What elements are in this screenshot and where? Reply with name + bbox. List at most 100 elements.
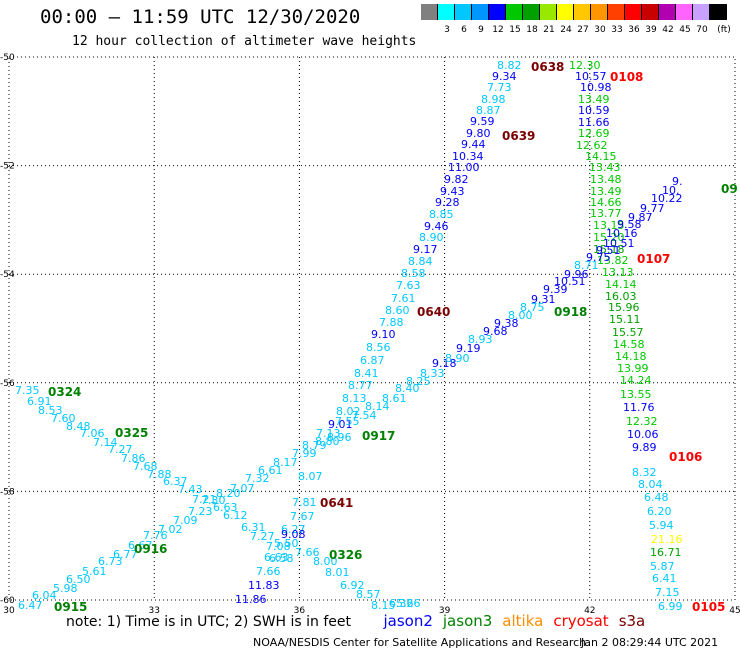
wave-height-label: 6.20 xyxy=(647,505,672,518)
wave-height-label: 8.20 xyxy=(216,487,241,500)
x-tick-label: 36 xyxy=(294,606,306,616)
scale-swatch xyxy=(642,4,659,20)
wave-height-label: 8.01 xyxy=(325,566,350,579)
wave-height-label: 8.53 xyxy=(38,404,63,417)
wave-height-label: 8.93 xyxy=(468,333,493,346)
scale-swatch xyxy=(676,4,693,20)
wave-height-label: 9.75 xyxy=(586,251,611,264)
wave-height-label: 12.32 xyxy=(626,415,658,428)
scale-label: 15 xyxy=(509,25,521,35)
scale-swatch xyxy=(625,4,642,20)
wave-height-label: 13.55 xyxy=(620,388,652,401)
wave-height-label: 7.23 xyxy=(188,505,213,518)
wave-height-label: 7.15 xyxy=(655,586,680,599)
wave-height-label: 8.00 xyxy=(313,555,338,568)
pass-time-label: 0640 xyxy=(417,305,450,319)
scale-label: 33 xyxy=(611,25,623,35)
wave-height-label: 6.67 xyxy=(128,539,153,552)
wave-height-label: 7.54 xyxy=(352,409,377,422)
wave-height-label: 8.77 xyxy=(348,379,373,392)
scale-swatch xyxy=(540,4,557,20)
scale-swatch xyxy=(591,4,608,20)
wave-height-label: 7.32 xyxy=(245,472,270,485)
wave-height-label: 9.10 xyxy=(371,328,396,341)
wave-height-label: 15.11 xyxy=(609,313,641,326)
wave-height-label: 5.98 xyxy=(53,582,78,595)
wave-height-label: 9.01 xyxy=(328,418,353,431)
y-tick-label: -60 xyxy=(0,596,15,606)
wave-height-label: 8.57 xyxy=(356,588,381,601)
wave-height-label: 8.75 xyxy=(520,301,545,314)
wave-height-label: 7.27 xyxy=(108,443,133,456)
y-tick-label: -50 xyxy=(0,53,15,63)
wave-height-label: 8.56 xyxy=(366,341,391,354)
pass-time-label: 0326 xyxy=(329,548,362,562)
wave-height-label: 10. xyxy=(662,184,680,197)
wave-height-label: 8.40 xyxy=(395,382,420,395)
pass-time-label: 0639 xyxy=(502,129,535,143)
wave-height-label: 13.82 xyxy=(597,254,629,267)
scale-label: 70 xyxy=(696,25,708,35)
scale-label: 27 xyxy=(577,25,589,35)
pass-time-label: 0918 xyxy=(554,305,587,319)
scale-swatch xyxy=(693,4,710,20)
wave-height-label: 10.22 xyxy=(651,192,683,205)
scale-label: 45 xyxy=(679,25,691,35)
wave-height-label: 9.44 xyxy=(461,138,486,151)
scale-label: 39 xyxy=(645,25,657,35)
wave-height-label: 7.55 xyxy=(335,415,360,428)
datetime-text: Jan 2 08:29:44 UTC 2021 xyxy=(581,636,719,649)
wave-height-label: 13.99 xyxy=(617,362,649,375)
wave-height-label: 6.91 xyxy=(27,395,52,408)
wave-height-label: 6.04 xyxy=(32,589,57,602)
wave-height-label: 15.96 xyxy=(608,301,640,314)
pass-time-label: 0325 xyxy=(115,426,148,440)
wave-height-label: 9.18 xyxy=(432,357,457,370)
wave-height-label: 7.21 xyxy=(192,493,217,506)
wave-height-label: 8.90 xyxy=(419,231,444,244)
wave-height-label: 7.99 xyxy=(292,447,317,460)
satellite-legend: jason2 jason3 altika cryosat s3a xyxy=(355,612,645,630)
wave-height-label: 14.66 xyxy=(590,196,622,209)
wave-height-label: 11.66 xyxy=(578,116,610,129)
wave-height-label: 7.27 xyxy=(250,530,275,543)
wave-height-label: 8.15 xyxy=(371,599,396,612)
wave-height-label: 14.15 xyxy=(585,150,617,163)
wave-height-label: 7.73 xyxy=(487,81,512,94)
wave-height-label: 9.51 xyxy=(596,244,621,257)
wave-height-label: 9. xyxy=(672,175,683,188)
wave-height-label: 13.15 xyxy=(593,219,625,232)
wave-height-label: 9.31 xyxy=(531,293,556,306)
scale-swatch xyxy=(523,4,540,20)
wave-height-label: 13.43 xyxy=(589,161,621,174)
scale-label: 12 xyxy=(492,25,504,35)
wave-height-label: 6.37 xyxy=(163,475,188,488)
wave-height-label: 6.92 xyxy=(340,579,365,592)
legend-item-cryosat: cryosat xyxy=(553,612,609,630)
wave-height-label: 7.66 xyxy=(295,546,320,559)
wave-height-label: 8.71 xyxy=(574,259,599,272)
page-subtitle: 12 hour collection of altimeter wave hei… xyxy=(72,34,417,49)
pass-time-label: 0108 xyxy=(610,70,643,84)
scale-swatch xyxy=(489,4,506,20)
scale-label: 9 xyxy=(478,25,484,35)
wave-height-label: 10.16 xyxy=(606,227,638,240)
scale-label: 30 xyxy=(594,25,606,35)
wave-height-label: 6.31 xyxy=(241,521,266,534)
wave-height-label: 10.51 xyxy=(603,237,635,250)
wave-height-label: 8.32 xyxy=(632,466,657,479)
y-tick-label: -58 xyxy=(0,487,15,497)
wave-height-label: 13.13 xyxy=(602,266,634,279)
wave-height-label: 6.87 xyxy=(360,354,385,367)
scale-swatch xyxy=(506,4,523,20)
wave-height-label: 10.59 xyxy=(578,104,610,117)
wave-height-label: 9.17 xyxy=(413,243,438,256)
wave-height-label: 7.08 xyxy=(266,540,291,553)
wave-height-label: 13.48 xyxy=(590,173,622,186)
wave-height-label: 9.19 xyxy=(456,342,481,355)
pass-time-label: 0105 xyxy=(692,600,725,614)
wave-height-label: 6.47 xyxy=(18,599,43,612)
legend-item-jason3: jason3 xyxy=(442,612,493,630)
wave-height-label: 6.27 xyxy=(281,523,306,536)
